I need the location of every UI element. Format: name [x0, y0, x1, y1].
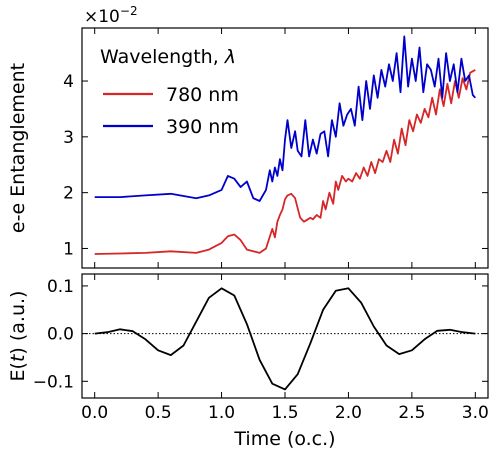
- y-tick-label: 0.0: [47, 325, 74, 345]
- bottom-y-ticks: 0.1 0.0 −0.1: [33, 277, 488, 392]
- legend-label-780: 780 nm: [166, 84, 239, 106]
- x-tick-label: 3.0: [462, 403, 489, 423]
- top-panel: 1 2 3 4 ×10−2 e-e Entanglement Wavelength, …: [7, 4, 489, 269]
- top-y-axis-label: e-e Entanglement: [7, 63, 29, 233]
- x-tick-label: 0.5: [145, 403, 172, 423]
- x-tick-label: 0.0: [81, 403, 108, 423]
- series-line-0-1: [94, 35, 476, 202]
- legend: Wavelength, λ 780 nm 390 nm: [100, 46, 239, 138]
- top-x-ticks: [94, 28, 476, 268]
- top-series-group: [94, 35, 476, 255]
- legend-title: Wavelength, λ: [100, 46, 236, 68]
- bottom-series-group: [94, 287, 476, 391]
- y-tick-label: 1: [63, 239, 74, 259]
- series-line-0-0: [94, 69, 476, 255]
- y-tick-label: −0.1: [33, 372, 74, 392]
- bottom-y-axis-label: E(t) (a.u.): [7, 291, 29, 382]
- x-axis-label: Time (o.c.): [233, 428, 335, 450]
- series-line-1-0: [94, 287, 476, 391]
- legend-label-390: 390 nm: [166, 116, 239, 138]
- top-multiplier: ×10−2: [84, 4, 138, 27]
- x-tick-label: 1.5: [271, 403, 298, 423]
- y-tick-label: 3: [63, 128, 74, 148]
- bottom-plot-frame: [81, 273, 489, 399]
- bottom-panel: 0.1 0.0 −0.1 0.0 0.5 1.0 1.5 2.0 2.5 3.0 E(t) (a…: [7, 273, 489, 450]
- top-y-ticks: 1 2 3 4: [63, 72, 488, 259]
- x-tick-label: 2.5: [398, 403, 425, 423]
- y-tick-label: 0.1: [47, 277, 74, 297]
- y-tick-label: 4: [63, 72, 74, 92]
- x-tick-label: 2.0: [335, 403, 362, 423]
- bottom-x-ticks: 0.0 0.5 1.0 1.5 2.0 2.5 3.0: [81, 274, 489, 423]
- x-tick-label: 1.0: [208, 403, 235, 423]
- y-tick-label: 2: [63, 184, 74, 204]
